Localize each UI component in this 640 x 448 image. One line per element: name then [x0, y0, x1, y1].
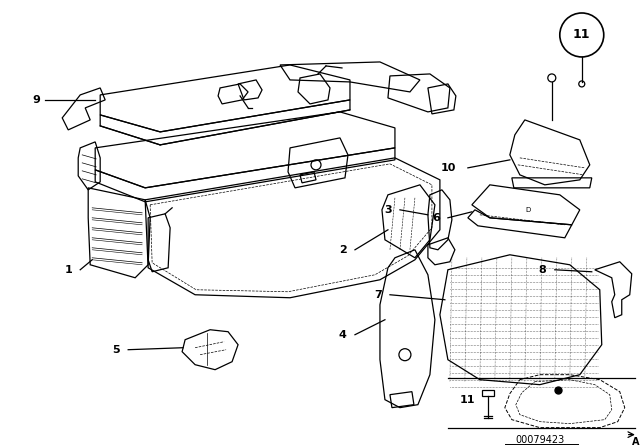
Text: 9: 9: [32, 95, 40, 105]
Text: D: D: [525, 207, 531, 213]
Text: A: A: [632, 437, 639, 447]
Text: 4: 4: [338, 330, 346, 340]
Text: 1: 1: [65, 265, 72, 275]
Text: 10: 10: [440, 163, 456, 173]
Text: 00079423: 00079423: [515, 435, 564, 444]
Text: 7: 7: [374, 290, 382, 300]
Text: 2: 2: [339, 245, 347, 255]
Text: 11: 11: [573, 29, 591, 42]
Text: 11: 11: [460, 395, 476, 405]
Text: 8: 8: [538, 265, 546, 275]
Text: 6: 6: [432, 213, 440, 223]
Text: 3: 3: [384, 205, 392, 215]
Text: 5: 5: [113, 345, 120, 355]
